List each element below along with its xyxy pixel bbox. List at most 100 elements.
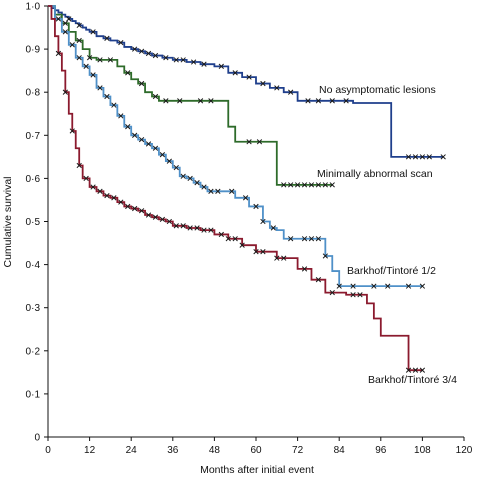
censor-mark-no-asymptomatic-lesions (412, 154, 419, 160)
y-tick-label: 0·7 (26, 131, 41, 142)
censor-mark-barkhof-tintore-1-2 (118, 113, 124, 119)
censor-mark-no-asymptomatic-lesions (104, 35, 110, 41)
censor-mark-barkhof-tintore-1-2 (405, 283, 412, 289)
censor-mark-barkhof-tintore-3-4 (225, 236, 231, 242)
censor-mark-barkhof-tintore-3-4 (239, 242, 245, 248)
censor-mark-minimally-abnormal-scan (308, 182, 315, 188)
censor-mark-barkhof-tintore-1-2 (419, 283, 426, 289)
series-lines (48, 5, 444, 372)
censor-mark-minimally-abnormal-scan (288, 182, 294, 188)
censor-mark-no-asymptomatic-lesions (201, 61, 207, 67)
censor-mark-barkhof-tintore-3-4 (173, 223, 179, 229)
censor-mark-minimally-abnormal-scan (281, 182, 287, 188)
censor-mark-minimally-abnormal-scan (315, 182, 322, 188)
censor-mark-barkhof-tintore-1-2 (111, 102, 117, 108)
x-tick-label: 84 (334, 445, 346, 456)
x-tick-label: 72 (292, 445, 304, 456)
censor-mark-barkhof-tintore-1-2 (194, 180, 200, 186)
censor-mark-minimally-abnormal-scan (125, 70, 131, 76)
y-tick-label: 1·0 (26, 2, 41, 13)
censor-mark-no-asymptomatic-lesions (274, 85, 280, 91)
censor-mark-barkhof-tintore-1-2 (104, 93, 110, 100)
censor-mark-barkhof-tintore-1-2 (322, 253, 328, 259)
censor-mark-minimally-abnormal-scan (197, 98, 204, 104)
censor-mark-barkhof-tintore-1-2 (242, 195, 249, 201)
censor-mark-barkhof-tintore-3-4 (260, 249, 266, 255)
censor-mark-minimally-abnormal-scan (246, 139, 252, 145)
censor-mark-no-asymptomatic-lesions (343, 98, 349, 104)
censor-mark-no-asymptomatic-lesions (419, 154, 426, 160)
y-tick-label: 0·6 (26, 174, 41, 185)
censor-mark-barkhof-tintore-3-4 (329, 289, 335, 296)
censor-mark-barkhof-tintore-1-2 (166, 158, 172, 164)
censor-mark-barkhof-tintore-3-4 (62, 89, 68, 95)
x-ticks: 0 12 24 36 48 60 72 84 96 108 120 (45, 437, 473, 456)
censor-mark-barkhof-tintore-3-4 (138, 208, 145, 214)
x-tick-label: 96 (375, 445, 387, 456)
censor-mark-no-asymptomatic-lesions (218, 63, 224, 69)
y-tick-label: 0 (34, 433, 40, 444)
censor-mark-barkhof-tintore-3-4 (97, 188, 103, 194)
censor-mark-barkhof-tintore-1-2 (145, 141, 152, 147)
censor-mark-no-asymptomatic-lesions (76, 22, 82, 29)
censor-mark-barkhof-tintore-3-4 (315, 277, 322, 283)
censor-mark-barkhof-tintore-1-2 (187, 175, 193, 182)
y-tick-label: 0·9 (26, 45, 41, 56)
censor-mark-barkhof-tintore-1-2 (138, 136, 145, 143)
censor-mark-no-asymptomatic-lesions (66, 16, 72, 22)
censor-mark-barkhof-tintore-1-2 (97, 85, 103, 91)
series-line-no-asymptomatic-lesions (48, 5, 444, 158)
censor-mark-barkhof-tintore-1-2 (371, 283, 377, 289)
censor-mark-minimally-abnormal-scan (107, 57, 114, 63)
series-label-barkhof-tintore-1-2: Barkhof/Tintoré 1/2 (347, 265, 436, 277)
censor-mark-no-asymptomatic-lesions (288, 89, 294, 95)
censor-mark-no-asymptomatic-lesions (190, 59, 197, 65)
censor-mark-barkhof-tintore-3-4 (76, 162, 82, 169)
censor-mark-no-asymptomatic-lesions (246, 74, 252, 80)
censor-mark-barkhof-tintore-1-2 (201, 184, 207, 190)
x-tick-label: 48 (209, 445, 221, 456)
censor-mark-no-asymptomatic-lesions (173, 57, 179, 63)
censor-mark-barkhof-tintore-3-4 (412, 367, 419, 373)
y-tick-label: 0·4 (26, 260, 41, 271)
censor-mark-minimally-abnormal-scan (97, 57, 103, 63)
censor-mark-no-asymptomatic-lesions (440, 154, 446, 160)
censor-mark-minimally-abnormal-scan (177, 98, 183, 104)
censor-mark-barkhof-tintore-3-4 (55, 50, 62, 57)
censor-mark-barkhof-tintore-3-4 (187, 225, 193, 231)
censor-mark-barkhof-tintore-1-2 (315, 236, 322, 242)
series-label-minimally-abnormal-scan: Minimally abnormal scan (317, 168, 433, 180)
censor-mark-barkhof-tintore-1-2 (229, 188, 235, 194)
y-tick-label: 0·1 (26, 389, 41, 400)
censor-mark-barkhof-tintore-1-2 (83, 63, 89, 69)
censor-mark-barkhof-tintore-3-4 (232, 236, 238, 242)
y-tick-label: 0·2 (26, 346, 41, 357)
censor-mark-barkhof-tintore-3-4 (253, 249, 259, 255)
censor-mark-no-asymptomatic-lesions (163, 55, 169, 61)
censor-marks (55, 16, 446, 373)
censor-mark-barkhof-tintore-3-4 (166, 218, 172, 225)
censor-mark-barkhof-tintore-3-4 (194, 225, 200, 231)
censor-mark-barkhof-tintore-1-2 (173, 164, 179, 171)
censor-mark-minimally-abnormal-scan (322, 182, 328, 188)
x-axis-title: Months after initial event (200, 464, 314, 476)
censor-mark-barkhof-tintore-3-4 (218, 231, 224, 238)
series-line-barkhof-tintore-3-4 (48, 5, 423, 372)
y-ticks: 0 0·1 0·2 0·3 0·4 0·5 0·6 0·7 0·8 0·9 1·0 (26, 2, 48, 444)
censor-mark-barkhof-tintore-1-2 (159, 152, 166, 158)
y-tick-label: 0·8 (26, 88, 41, 99)
censor-mark-barkhof-tintore-1-2 (125, 124, 131, 130)
censor-mark-barkhof-tintore-3-4 (274, 255, 280, 261)
censor-mark-no-asymptomatic-lesions (315, 98, 322, 104)
censor-mark-barkhof-tintore-1-2 (308, 236, 315, 242)
censor-mark-barkhof-tintore-3-4 (111, 195, 117, 201)
censor-mark-barkhof-tintore-3-4 (180, 223, 186, 229)
censor-mark-no-asymptomatic-lesions (145, 50, 152, 57)
censor-mark-minimally-abnormal-scan (301, 182, 308, 188)
censor-mark-barkhof-tintore-3-4 (90, 184, 96, 190)
censor-mark-barkhof-tintore-3-4 (145, 212, 152, 218)
censor-mark-no-asymptomatic-lesions (118, 39, 124, 46)
censor-mark-no-asymptomatic-lesions (426, 154, 432, 160)
censor-mark-barkhof-tintore-1-2 (132, 132, 138, 138)
censor-mark-barkhof-tintore-1-2 (260, 218, 266, 225)
